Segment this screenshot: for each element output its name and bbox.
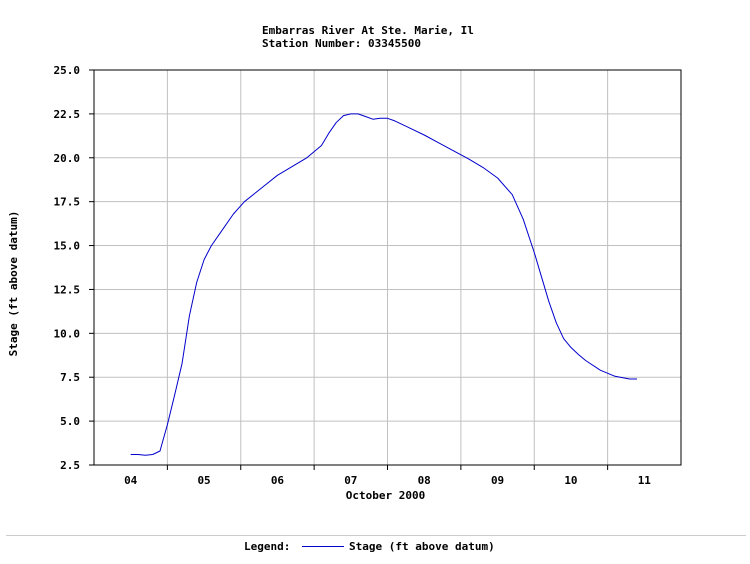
gridlines [94,70,681,465]
y-axis-ticks: 2.5 5.0 7.5 10.0 12.5 15.0 17.5 20.0 22.5 25.0 [54,64,94,472]
y-tick-label: 12.5 [54,283,81,296]
y-tick-label: 17.5 [54,196,81,209]
y-tick-label: 10.0 [54,327,81,340]
chart-title-line: Station Number: 03345500 [262,37,421,50]
x-tick-label: 05 [197,474,210,487]
x-tick-label: 08 [418,474,431,487]
legend-entry: Stage (ft above datum) [349,540,495,553]
x-tick-label: 11 [638,474,652,487]
x-tick-label: 07 [344,474,357,487]
series-line-stage [130,113,637,456]
y-tick-label: 5.0 [60,415,80,428]
x-tick-label: 09 [491,474,504,487]
y-tick-label: 2.5 [60,459,80,472]
chart-title-line: Embarras River At Ste. Marie, Il [262,24,474,37]
x-tick-label: 06 [271,474,285,487]
legend: Legend: Stage (ft above datum) [0,540,750,556]
legend-label: Legend: [244,540,291,553]
legend-swatch [302,546,344,547]
y-tick-label: 22.5 [54,108,81,121]
y-tick-label: 15.0 [54,240,81,253]
x-tick-label: 10 [564,474,577,487]
y-tick-label: 7.5 [60,371,80,384]
y-tick-label: 20.0 [54,152,81,165]
x-axis-label: October 2000 [346,489,425,502]
x-tick-label: 04 [124,474,138,487]
chart-title: Embarras River At Ste. Marie, IlStation … [262,24,474,50]
legend-separator [6,535,746,536]
series-group [130,113,637,456]
y-tick-label: 25.0 [54,64,81,77]
x-axis-ticks: 04 05 06 07 08 09 10 11 [124,465,651,487]
y-axis-label: Stage (ft above datum) [7,211,20,357]
